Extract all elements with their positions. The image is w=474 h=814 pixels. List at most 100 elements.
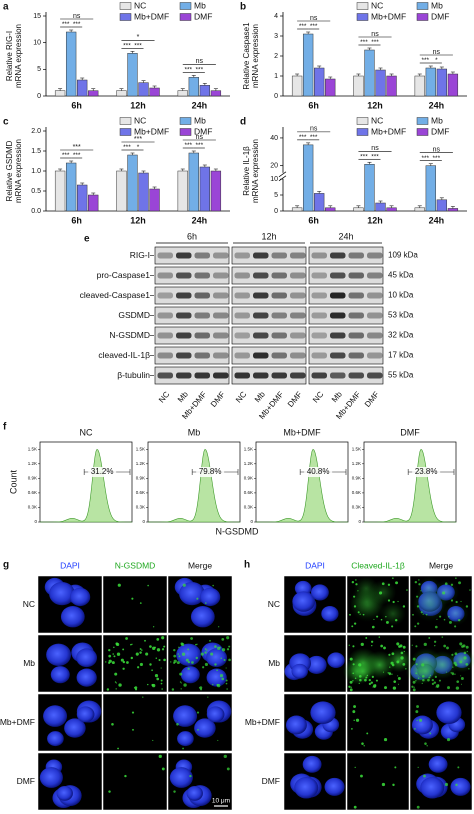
green-speck xyxy=(108,648,111,652)
lane-label: Mb xyxy=(176,389,190,404)
y-tick-label: 0.6K xyxy=(136,490,145,495)
green-speck xyxy=(144,639,146,642)
blot-band xyxy=(348,312,364,319)
green-speck xyxy=(131,711,135,714)
green-speck xyxy=(364,678,367,682)
green-speck xyxy=(455,686,460,690)
green-speck xyxy=(360,642,364,646)
green-speck xyxy=(451,672,455,675)
green-speck xyxy=(145,652,149,656)
green-speck xyxy=(225,667,227,669)
green-signal xyxy=(369,579,397,605)
nucleus xyxy=(47,731,64,747)
green-speck xyxy=(396,642,400,646)
green-speck xyxy=(417,766,419,768)
green-speck xyxy=(371,625,375,629)
green-speck xyxy=(179,681,182,683)
y-tick-label: 1.2K xyxy=(244,461,253,466)
green-speck xyxy=(415,663,418,666)
green-speck xyxy=(108,654,112,658)
sig-label: *** xyxy=(371,153,379,160)
green-speck xyxy=(350,686,352,688)
bar xyxy=(77,79,88,97)
sig-label: *** xyxy=(196,142,204,149)
green-speck xyxy=(454,663,458,667)
legend-swatch xyxy=(119,2,132,10)
bar xyxy=(77,184,88,212)
y-tick-label: 1.0 xyxy=(31,168,41,175)
y-axis-label: Relative RIG-I xyxy=(5,31,14,81)
bar xyxy=(314,67,325,97)
green-speck xyxy=(204,662,208,667)
green-speck xyxy=(414,728,416,730)
green-speck xyxy=(393,680,397,683)
green-speck xyxy=(415,672,418,675)
green-speck xyxy=(173,648,176,652)
y-tick-label: 5 xyxy=(274,192,278,199)
gate-label: 79.8% xyxy=(199,467,222,476)
blot-band xyxy=(213,272,229,279)
y-tick-label: 0.6K xyxy=(244,490,253,495)
green-speck xyxy=(226,688,228,690)
blot-band xyxy=(234,252,250,259)
green-speck xyxy=(362,613,365,616)
blot-strip xyxy=(308,326,384,345)
green-speck xyxy=(373,686,376,688)
green-speck xyxy=(366,674,369,677)
green-speck xyxy=(187,660,191,664)
green-speck xyxy=(422,678,425,682)
image-frame xyxy=(102,693,168,752)
nucleus xyxy=(39,767,63,788)
blot-band xyxy=(348,292,364,299)
bar xyxy=(302,33,314,97)
blot-band xyxy=(157,372,173,379)
blot-band xyxy=(157,332,173,339)
sig-label: *** xyxy=(310,134,318,141)
green-speck xyxy=(139,648,142,650)
legend-label: Mb+DMF xyxy=(134,126,169,136)
green-speck xyxy=(412,657,416,661)
y-tick-label: 0 xyxy=(37,93,41,100)
green-speck xyxy=(180,682,182,684)
blot-band xyxy=(157,312,173,319)
green-speck xyxy=(352,645,355,648)
lane-label: NC xyxy=(157,390,171,405)
bar xyxy=(149,87,160,97)
legend-swatch xyxy=(356,2,369,10)
blot-band xyxy=(213,332,229,339)
legend-label: Mb xyxy=(431,0,443,10)
blot-band xyxy=(348,352,364,359)
y-tick-label: 1.5K xyxy=(244,446,253,451)
green-speck xyxy=(381,582,385,586)
green-speck xyxy=(431,682,435,686)
green-speck xyxy=(163,645,166,648)
y-axis-label: Count xyxy=(8,470,18,495)
green-speck xyxy=(456,680,460,683)
lane-label: DMF xyxy=(209,390,227,409)
y-axis-label: mRNA expression xyxy=(251,139,260,203)
green-speck xyxy=(191,661,194,664)
green-speck xyxy=(226,636,230,640)
blot-band xyxy=(311,272,327,279)
y-tick-label: 0.5 xyxy=(31,188,41,195)
nucleus xyxy=(420,777,445,799)
scale-bar-label: 10 μm xyxy=(212,798,230,805)
green-speck xyxy=(225,679,228,682)
green-speck xyxy=(217,739,219,742)
y-tick-label: 0 xyxy=(358,519,361,524)
green-speck xyxy=(452,674,454,676)
nucleus xyxy=(321,605,339,622)
green-speck xyxy=(406,589,408,591)
sig-label: *** xyxy=(299,23,307,30)
lane-label: Mb xyxy=(253,389,267,404)
nucleus xyxy=(324,777,345,796)
legend-swatch xyxy=(119,13,132,21)
bar xyxy=(177,170,188,212)
nucleus xyxy=(169,767,193,788)
green-speck xyxy=(160,682,163,685)
green-speck xyxy=(108,661,111,664)
green-speck xyxy=(142,696,144,698)
green-speck xyxy=(417,677,420,679)
green-signal xyxy=(413,659,439,683)
blot-band xyxy=(213,312,229,319)
